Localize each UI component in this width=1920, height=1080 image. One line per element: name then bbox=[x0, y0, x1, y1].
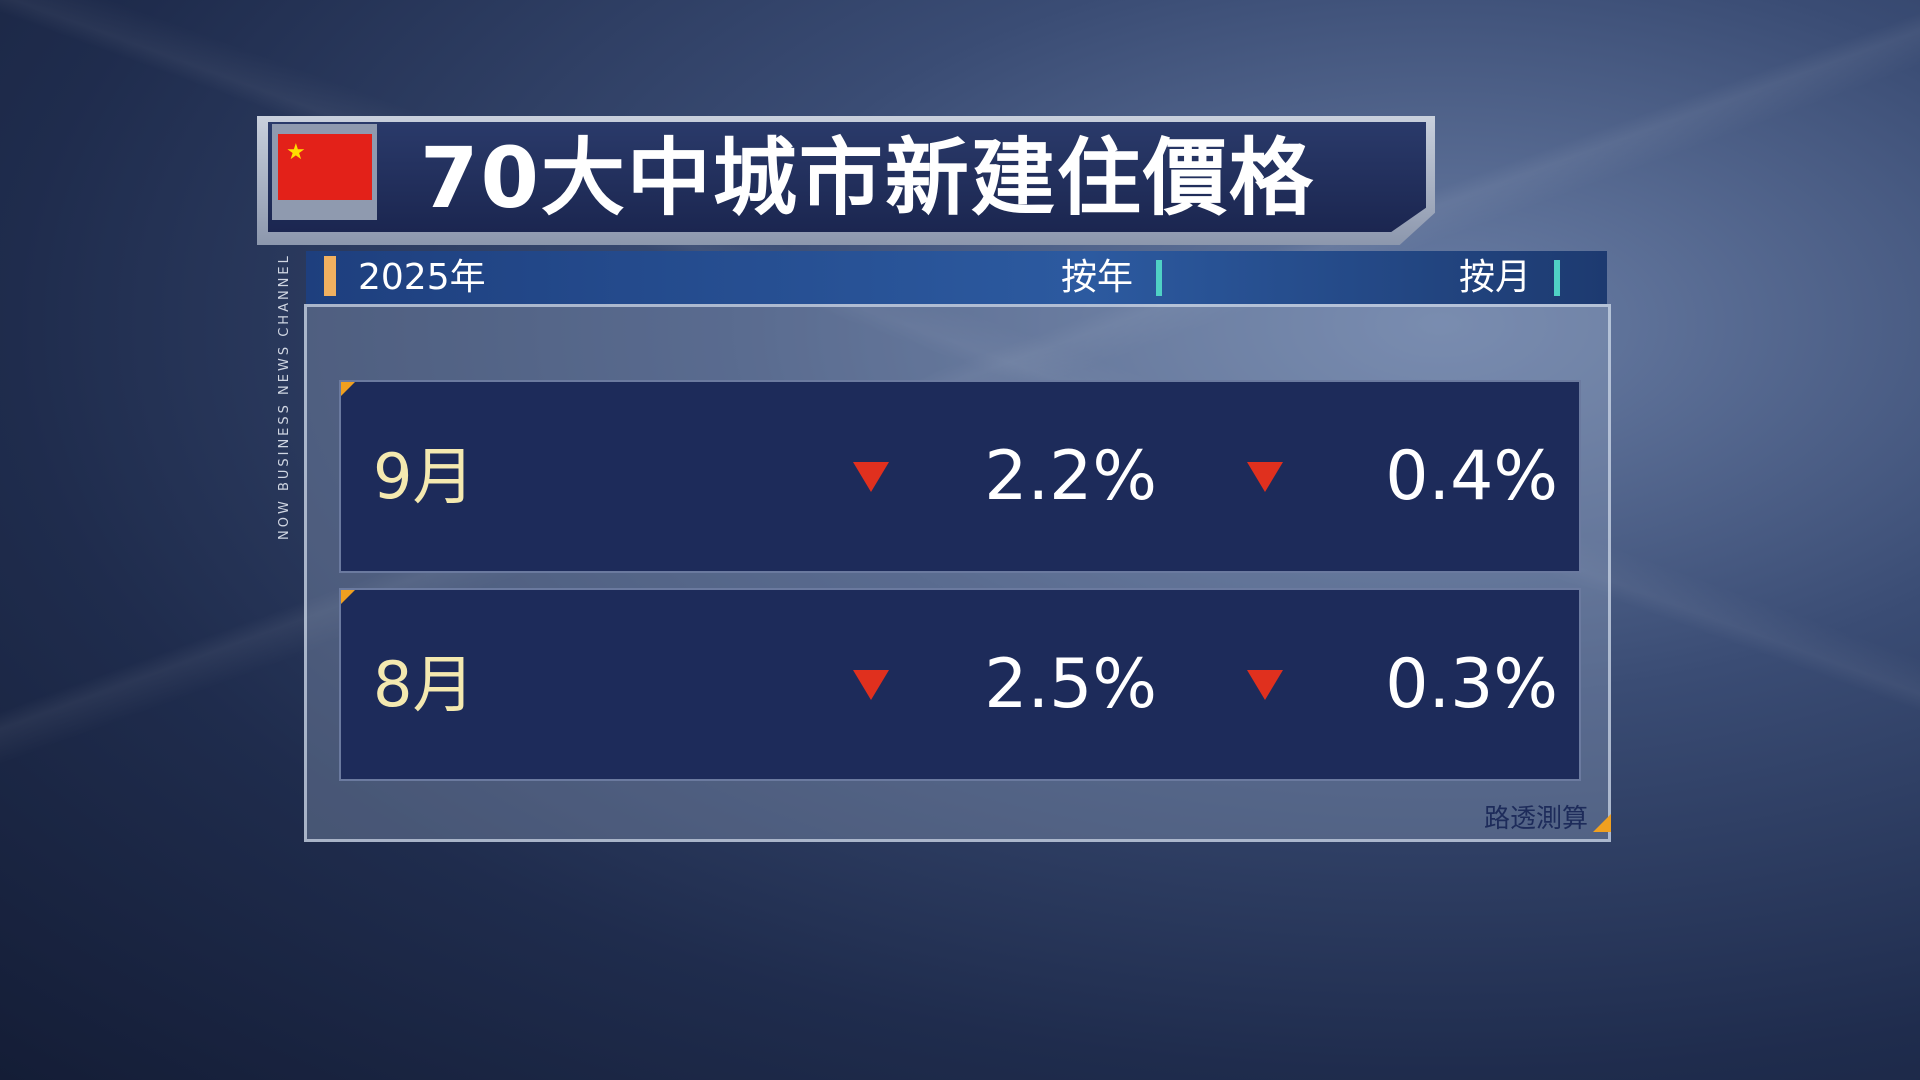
down-arrow bbox=[853, 462, 889, 492]
table-row bbox=[339, 588, 1581, 781]
mom-value: 0.4% bbox=[1385, 437, 1558, 516]
title: 70大中城市新建住價格 bbox=[420, 129, 1315, 227]
column-header: 按年 bbox=[1060, 257, 1133, 298]
row-label: 9月 bbox=[373, 440, 475, 513]
title-bar bbox=[268, 122, 1426, 232]
row-corner bbox=[341, 382, 355, 396]
down-arrow bbox=[853, 670, 889, 700]
source: 路透測算 bbox=[1483, 804, 1588, 834]
subheader bbox=[306, 251, 1607, 304]
down-arrow bbox=[1247, 462, 1283, 492]
period: 2025年 bbox=[358, 257, 486, 298]
row-label: 8月 bbox=[373, 648, 475, 721]
column-header: 按月 bbox=[1458, 257, 1531, 298]
period-marker bbox=[324, 256, 336, 296]
down-arrow bbox=[1247, 670, 1283, 700]
column-bar bbox=[1554, 260, 1560, 296]
yoy-value: 2.2% bbox=[984, 437, 1157, 516]
mom-value: 0.3% bbox=[1385, 645, 1558, 724]
channel-logo: NOW BUSINESS NEWS CHANNEL bbox=[277, 253, 292, 540]
yoy-value: 2.5% bbox=[984, 645, 1157, 724]
column-bar bbox=[1156, 260, 1162, 296]
corner-mark bbox=[1593, 814, 1611, 832]
flag-china: ★ bbox=[278, 134, 372, 200]
row-corner bbox=[341, 590, 355, 604]
table-row bbox=[339, 380, 1581, 573]
